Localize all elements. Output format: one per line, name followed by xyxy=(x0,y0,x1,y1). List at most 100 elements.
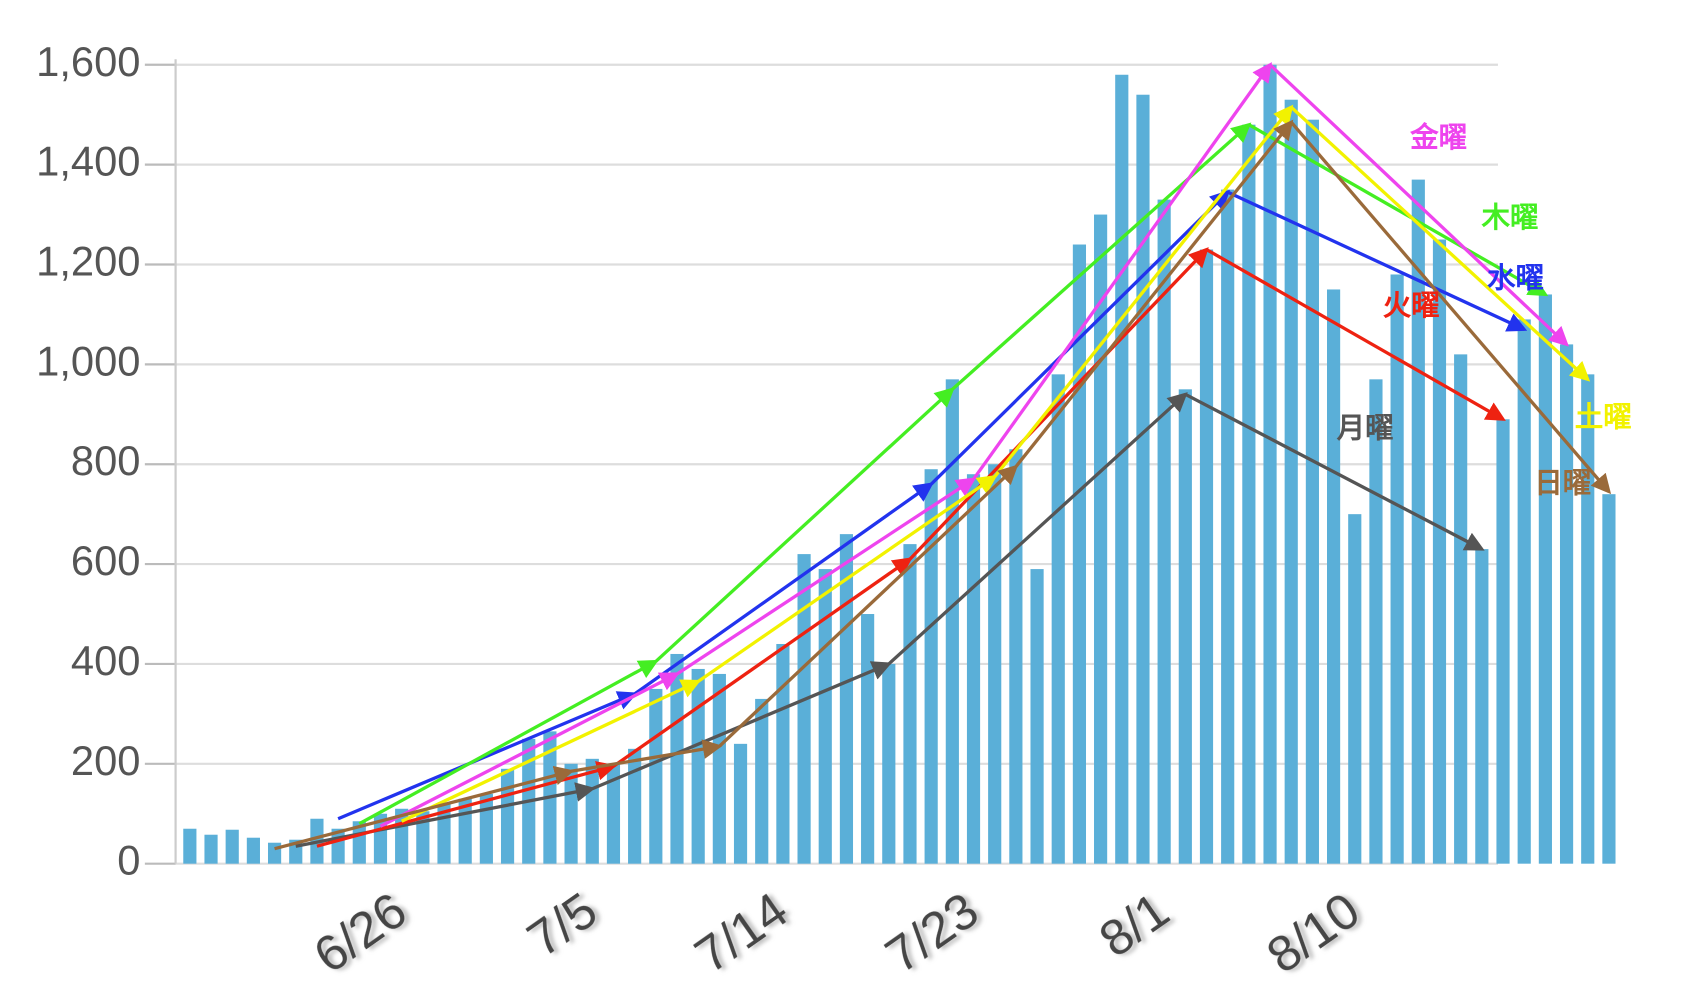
grid xyxy=(144,59,1498,865)
bar xyxy=(1454,354,1468,864)
bar xyxy=(1517,319,1531,864)
bar xyxy=(1009,449,1023,864)
bar xyxy=(691,668,705,864)
legend-label: 水曜 xyxy=(1487,262,1544,294)
weekday-arrow xyxy=(951,122,1252,391)
bar xyxy=(1305,119,1319,864)
weekday-arrow xyxy=(1184,392,1485,551)
bar xyxy=(1390,274,1404,864)
bar xyxy=(1538,294,1552,864)
y-tick-label: 600 xyxy=(71,537,141,584)
weekday-arrow xyxy=(930,189,1231,486)
legend-label: 日曜 xyxy=(1534,468,1591,500)
bar xyxy=(1411,179,1425,864)
weekday-arrow xyxy=(1289,121,1612,495)
weekday-arrow xyxy=(570,739,723,773)
weekday-arrow xyxy=(1248,123,1549,297)
bar xyxy=(776,643,790,864)
bar xyxy=(1115,74,1129,864)
weekday-arrow xyxy=(908,247,1209,561)
bar xyxy=(861,614,875,864)
weekday-lines xyxy=(274,62,1612,851)
weekday-arrow xyxy=(1268,63,1569,347)
legend-label: 木曜 xyxy=(1481,202,1539,234)
weekday-arrow xyxy=(400,679,702,823)
bar xyxy=(628,748,642,864)
weekday-arrow xyxy=(1205,248,1506,421)
weekday-arrow xyxy=(379,672,680,828)
bar xyxy=(1199,249,1214,864)
legend-label: 金曜 xyxy=(1409,121,1467,154)
weekday-arrow xyxy=(337,691,638,821)
y-tick-label: 1,400 xyxy=(36,138,140,185)
bar xyxy=(246,837,260,864)
bar xyxy=(1178,389,1192,864)
weekday-arrow xyxy=(1290,105,1591,382)
bar xyxy=(1559,344,1574,864)
y-tick-label: 0 xyxy=(117,837,140,884)
bar xyxy=(1263,64,1277,864)
bar xyxy=(966,474,981,864)
bar xyxy=(755,698,769,864)
weekday-arrow xyxy=(887,392,1188,666)
weekday-arrow xyxy=(676,477,977,676)
weekday-arrow xyxy=(993,104,1294,478)
bar xyxy=(649,688,663,864)
bar xyxy=(416,811,430,864)
x-tick-label: 7/14 xyxy=(684,881,797,984)
bar xyxy=(204,834,218,864)
x-tick-label: 7/5 xyxy=(517,881,607,968)
bar xyxy=(903,544,917,864)
y-tick-label: 400 xyxy=(71,637,141,684)
bar xyxy=(1094,214,1108,864)
weekday-arrow xyxy=(295,782,596,848)
bar xyxy=(1284,99,1298,864)
y-tick-label: 1,200 xyxy=(36,238,140,285)
bar xyxy=(924,469,938,864)
weekday-arrow xyxy=(633,482,934,696)
weekday-arrow xyxy=(1226,190,1528,332)
y-tick-label: 200 xyxy=(71,737,141,784)
bar xyxy=(733,743,748,864)
weekday-arrow xyxy=(972,62,1272,481)
bar xyxy=(1496,419,1510,864)
bar xyxy=(1242,124,1256,864)
bar xyxy=(225,829,239,864)
bar xyxy=(1602,494,1616,864)
bar xyxy=(1475,549,1489,864)
bar xyxy=(1348,514,1362,864)
bar xyxy=(1030,569,1044,864)
bar xyxy=(839,534,854,864)
bar xyxy=(945,379,959,864)
bar xyxy=(1221,189,1235,864)
weekday-arrow xyxy=(654,387,955,663)
bar xyxy=(882,663,896,864)
bar xyxy=(712,673,726,864)
bar xyxy=(1369,379,1383,864)
weekday-arrow xyxy=(612,557,913,768)
weekday-arrow xyxy=(358,659,659,826)
bar xyxy=(183,828,197,864)
legend-label: 土曜 xyxy=(1575,402,1632,434)
weekday-arrow xyxy=(697,474,998,683)
weekday-arrow xyxy=(718,464,1019,748)
bar xyxy=(988,464,1002,864)
y-tick-label: 800 xyxy=(71,437,141,484)
x-tick-label: 7/23 xyxy=(875,881,988,984)
legend-label: 月曜 xyxy=(1337,413,1394,445)
legend-label: 火曜 xyxy=(1383,290,1440,322)
x-tick-label: 8/1 xyxy=(1089,881,1179,968)
x-tick-label: 6/26 xyxy=(303,881,416,984)
bar xyxy=(1581,374,1595,864)
bar xyxy=(1326,289,1341,864)
bar xyxy=(670,653,684,864)
bar xyxy=(606,763,621,864)
bar xyxy=(1432,239,1447,864)
bar xyxy=(1072,244,1087,864)
weekday-arrow xyxy=(1014,119,1294,468)
bar xyxy=(797,554,811,864)
x-tick-label: 8/10 xyxy=(1256,881,1369,984)
bar xyxy=(1136,94,1150,864)
y-tick-label: 1,000 xyxy=(36,337,140,384)
